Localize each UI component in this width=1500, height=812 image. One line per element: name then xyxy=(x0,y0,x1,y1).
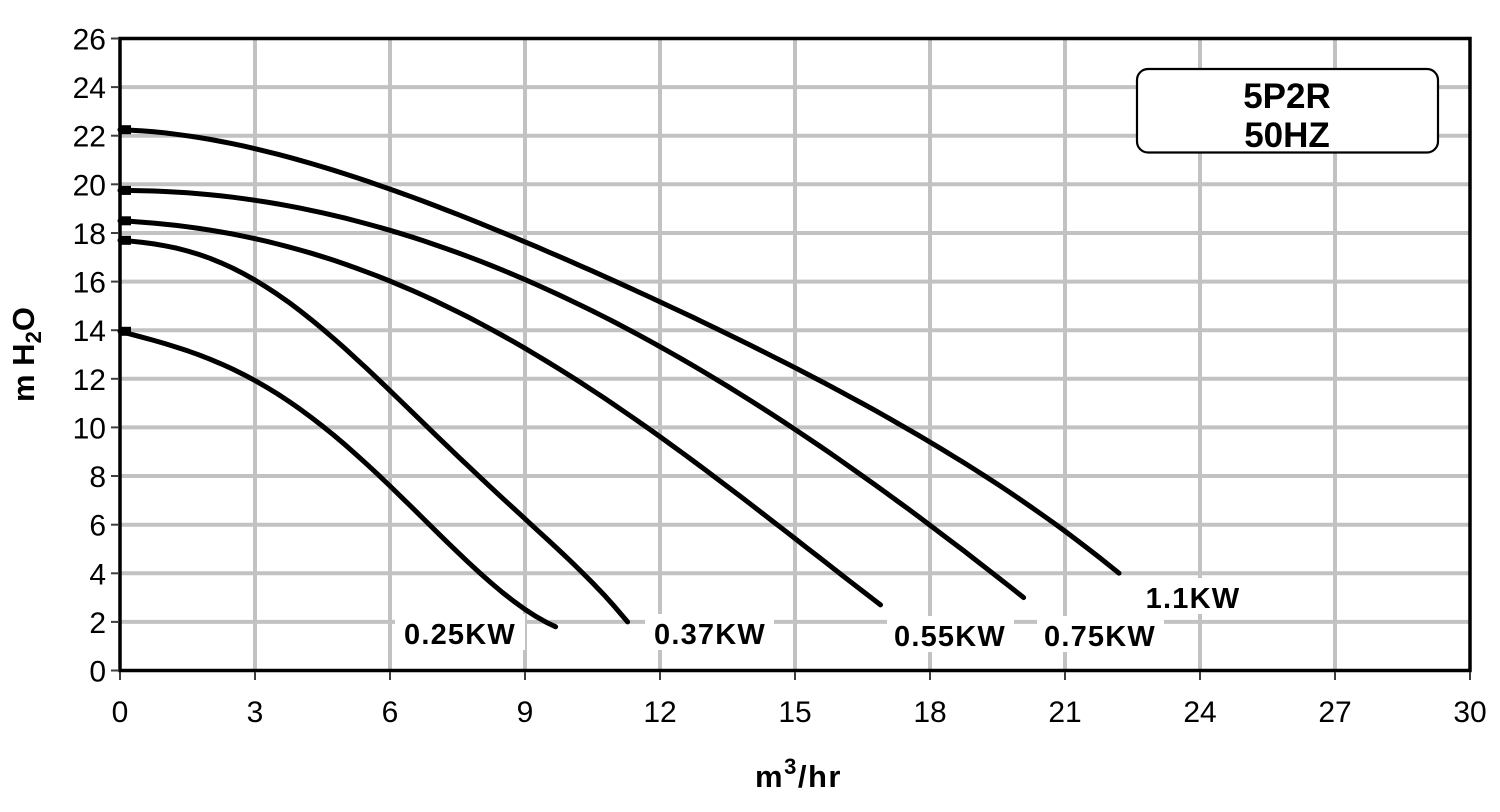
svg-text:50HZ: 50HZ xyxy=(1244,116,1330,155)
svg-text:3: 3 xyxy=(247,696,264,729)
svg-text:0: 0 xyxy=(112,696,129,729)
svg-text:6: 6 xyxy=(89,510,106,543)
svg-text:18: 18 xyxy=(73,218,106,251)
svg-text:4: 4 xyxy=(89,558,106,591)
svg-text:1.1KW: 1.1KW xyxy=(1146,583,1241,615)
svg-text:16: 16 xyxy=(73,267,106,300)
svg-text:30: 30 xyxy=(1453,696,1486,729)
svg-text:0.75KW: 0.75KW xyxy=(1044,621,1156,653)
svg-text:24: 24 xyxy=(1183,696,1216,729)
svg-text:22: 22 xyxy=(73,121,106,154)
svg-text:21: 21 xyxy=(1048,696,1081,729)
svg-text:m H2O: m H2O xyxy=(6,307,46,402)
svg-text:18: 18 xyxy=(913,696,946,729)
svg-text:5P2R: 5P2R xyxy=(1243,77,1331,116)
svg-text:26: 26 xyxy=(73,24,106,57)
svg-text:9: 9 xyxy=(517,696,534,729)
svg-text:12: 12 xyxy=(73,364,106,397)
svg-text:24: 24 xyxy=(73,72,106,105)
svg-text:27: 27 xyxy=(1318,696,1351,729)
svg-text:20: 20 xyxy=(73,169,106,202)
svg-text:0.55KW: 0.55KW xyxy=(894,621,1006,653)
svg-text:m3/hr: m3/hr xyxy=(755,754,842,794)
svg-text:6: 6 xyxy=(382,696,399,729)
svg-text:15: 15 xyxy=(778,696,811,729)
svg-text:12: 12 xyxy=(643,696,676,729)
svg-text:8: 8 xyxy=(89,461,106,494)
svg-text:14: 14 xyxy=(73,315,106,348)
svg-text:0.25KW: 0.25KW xyxy=(404,619,516,651)
svg-text:0: 0 xyxy=(89,656,106,689)
svg-text:2: 2 xyxy=(89,607,106,640)
svg-text:10: 10 xyxy=(73,412,106,445)
svg-text:0.37KW: 0.37KW xyxy=(654,619,766,651)
